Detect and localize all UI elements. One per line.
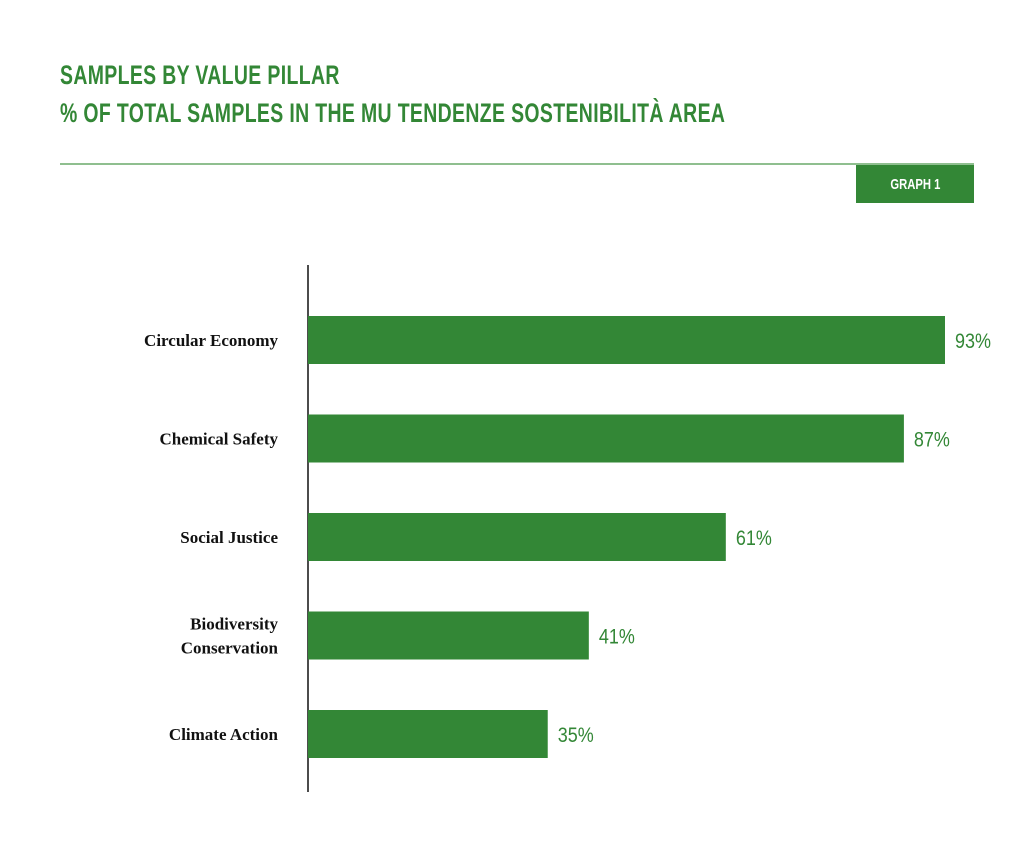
value-label: 87% (914, 429, 950, 452)
bar (308, 414, 904, 463)
chart-title-block: SAMPLES BY VALUE PILLAR % OF TOTAL SAMPL… (60, 56, 984, 132)
value-label: 61% (736, 527, 772, 550)
category-label: Circular Economy (144, 331, 278, 350)
bar (308, 611, 589, 660)
value-label: 35% (558, 724, 594, 747)
chart-subtitle: % OF TOTAL SAMPLES IN THE MU TENDENZE SO… (60, 98, 726, 128)
category-label: Chemical Safety (159, 430, 278, 449)
chart-title: SAMPLES BY VALUE PILLAR (60, 60, 340, 90)
bar (308, 513, 726, 561)
category-label: Biodiversity (190, 615, 278, 634)
category-label: Climate Action (169, 725, 279, 744)
value-label: 93% (955, 330, 991, 353)
graph-badge: GRAPH 1 (856, 165, 974, 203)
category-label: Social Justice (180, 528, 278, 547)
header-divider (60, 163, 974, 165)
graph-badge-label: GRAPH 1 (889, 175, 941, 193)
bar (308, 316, 945, 364)
bar (308, 710, 548, 758)
value-label: 41% (599, 626, 635, 649)
category-label: Conservation (181, 639, 279, 658)
